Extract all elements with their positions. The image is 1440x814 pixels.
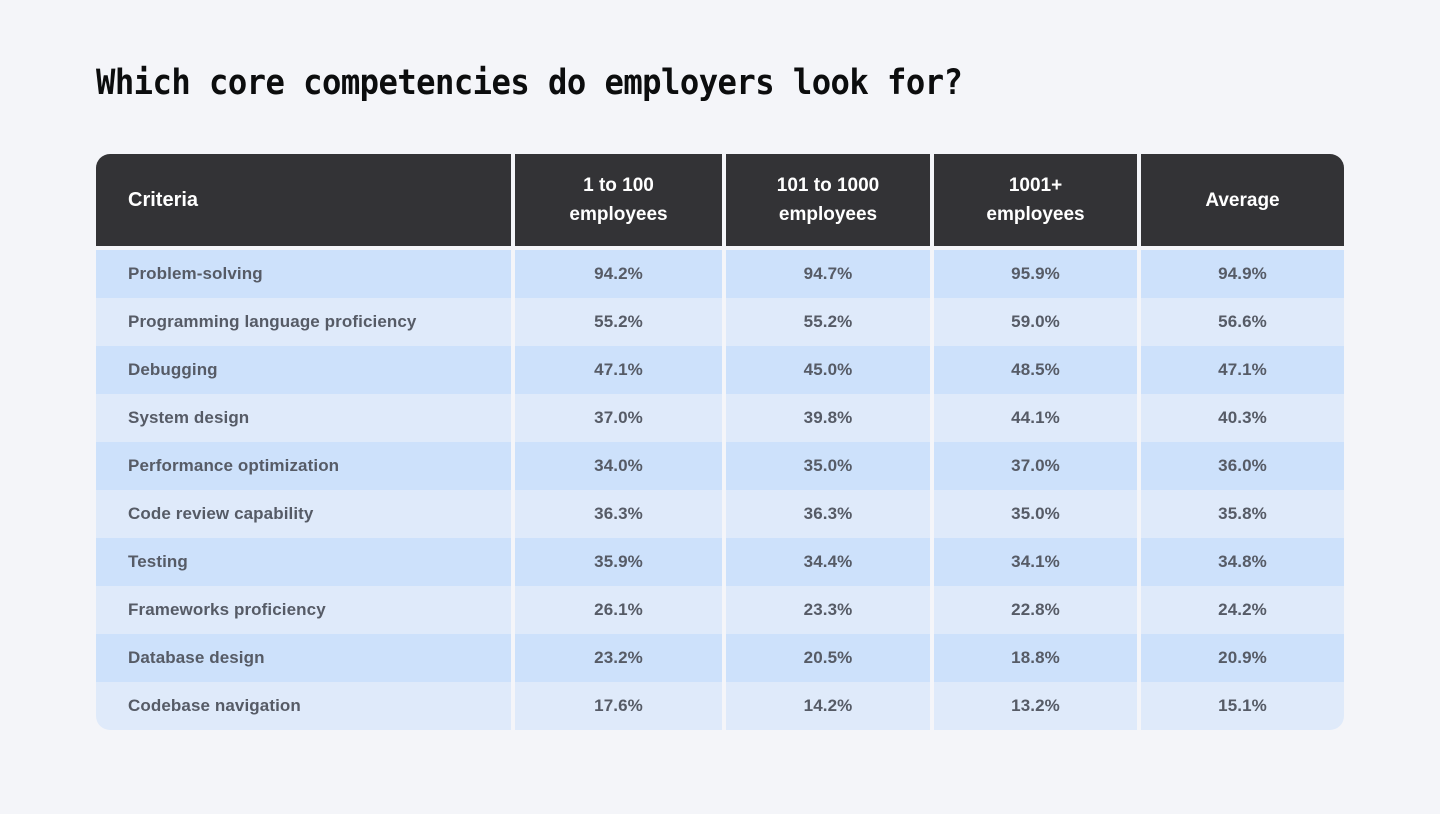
value-cell-101-to-1000: 14.2% — [726, 682, 930, 730]
table-row: System design 37.0% 39.8% 44.1% 40.3% — [96, 394, 1344, 442]
column-header-1001-plus: 1001+ employees — [934, 154, 1137, 246]
value-cell-1001-plus: 13.2% — [934, 682, 1137, 730]
criteria-cell: Programming language proficiency — [96, 298, 511, 346]
criteria-cell: Problem-solving — [96, 250, 511, 298]
table-header-row: Criteria 1 to 100 employees 101 to 1000 … — [96, 154, 1344, 246]
column-header-1-to-100: 1 to 100 employees — [515, 154, 722, 246]
value-cell-101-to-1000: 36.3% — [726, 490, 930, 538]
table-row: Problem-solving 94.2% 94.7% 95.9% 94.9% — [96, 250, 1344, 298]
value-cell-101-to-1000: 20.5% — [726, 634, 930, 682]
value-cell-1-to-100: 35.9% — [515, 538, 722, 586]
value-cell-1-to-100: 34.0% — [515, 442, 722, 490]
value-cell-average: 36.0% — [1141, 442, 1344, 490]
criteria-cell: System design — [96, 394, 511, 442]
value-cell-average: 34.8% — [1141, 538, 1344, 586]
value-cell-101-to-1000: 45.0% — [726, 346, 930, 394]
value-cell-1001-plus: 22.8% — [934, 586, 1137, 634]
value-cell-1001-plus: 37.0% — [934, 442, 1137, 490]
value-cell-1-to-100: 36.3% — [515, 490, 722, 538]
value-cell-101-to-1000: 34.4% — [726, 538, 930, 586]
value-cell-1001-plus: 44.1% — [934, 394, 1137, 442]
table-row: Frameworks proficiency 26.1% 23.3% 22.8%… — [96, 586, 1344, 634]
table-row: Codebase navigation 17.6% 14.2% 13.2% 15… — [96, 682, 1344, 730]
value-cell-average: 47.1% — [1141, 346, 1344, 394]
table-row: Database design 23.2% 20.5% 18.8% 20.9% — [96, 634, 1344, 682]
table-row: Testing 35.9% 34.4% 34.1% 34.8% — [96, 538, 1344, 586]
value-cell-101-to-1000: 55.2% — [726, 298, 930, 346]
value-cell-average: 35.8% — [1141, 490, 1344, 538]
table-row: Code review capability 36.3% 36.3% 35.0%… — [96, 490, 1344, 538]
value-cell-1001-plus: 35.0% — [934, 490, 1137, 538]
value-cell-1001-plus: 59.0% — [934, 298, 1137, 346]
value-cell-1001-plus: 18.8% — [934, 634, 1137, 682]
page-title: Which core competencies do employers loo… — [96, 63, 963, 103]
criteria-cell: Database design — [96, 634, 511, 682]
value-cell-101-to-1000: 23.3% — [726, 586, 930, 634]
competencies-table: Criteria 1 to 100 employees 101 to 1000 … — [96, 154, 1344, 730]
value-cell-101-to-1000: 35.0% — [726, 442, 930, 490]
value-cell-1-to-100: 47.1% — [515, 346, 722, 394]
criteria-cell: Testing — [96, 538, 511, 586]
value-cell-101-to-1000: 39.8% — [726, 394, 930, 442]
value-cell-1001-plus: 95.9% — [934, 250, 1137, 298]
value-cell-average: 20.9% — [1141, 634, 1344, 682]
value-cell-1001-plus: 48.5% — [934, 346, 1137, 394]
value-cell-1001-plus: 34.1% — [934, 538, 1137, 586]
value-cell-101-to-1000: 94.7% — [726, 250, 930, 298]
value-cell-1-to-100: 17.6% — [515, 682, 722, 730]
table-row: Programming language proficiency 55.2% 5… — [96, 298, 1344, 346]
table-body: Problem-solving 94.2% 94.7% 95.9% 94.9% … — [96, 250, 1344, 730]
column-header-average: Average — [1141, 154, 1344, 246]
value-cell-average: 24.2% — [1141, 586, 1344, 634]
criteria-cell: Performance optimization — [96, 442, 511, 490]
criteria-cell: Frameworks proficiency — [96, 586, 511, 634]
value-cell-1-to-100: 26.1% — [515, 586, 722, 634]
value-cell-average: 94.9% — [1141, 250, 1344, 298]
value-cell-1-to-100: 37.0% — [515, 394, 722, 442]
criteria-cell: Code review capability — [96, 490, 511, 538]
table-row: Performance optimization 34.0% 35.0% 37.… — [96, 442, 1344, 490]
value-cell-1-to-100: 23.2% — [515, 634, 722, 682]
value-cell-1-to-100: 55.2% — [515, 298, 722, 346]
column-header-criteria: Criteria — [96, 154, 511, 246]
criteria-cell: Codebase navigation — [96, 682, 511, 730]
table-row: Debugging 47.1% 45.0% 48.5% 47.1% — [96, 346, 1344, 394]
value-cell-average: 56.6% — [1141, 298, 1344, 346]
criteria-cell: Debugging — [96, 346, 511, 394]
value-cell-average: 15.1% — [1141, 682, 1344, 730]
value-cell-average: 40.3% — [1141, 394, 1344, 442]
value-cell-1-to-100: 94.2% — [515, 250, 722, 298]
column-header-101-to-1000: 101 to 1000 employees — [726, 154, 930, 246]
